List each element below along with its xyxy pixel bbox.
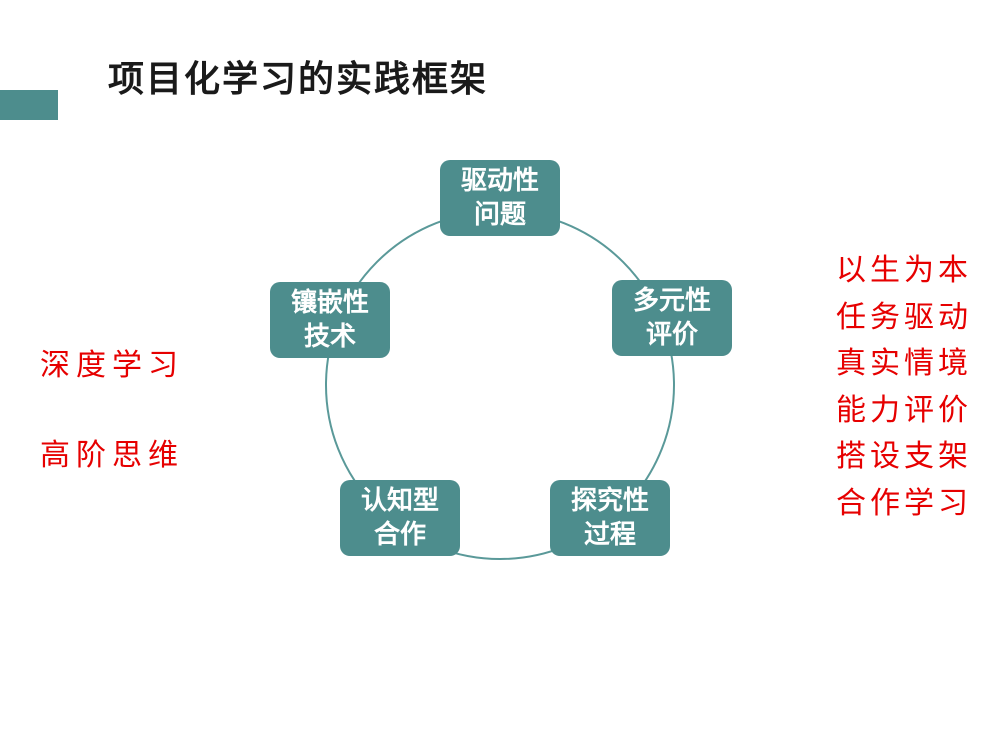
cycle-diagram: 驱动性 问题多元性 评价探究性 过程 认知型 合作 镶嵌性 技术 [260, 160, 740, 640]
right-annotation-1: 任务驱动 [836, 295, 972, 342]
right-annotation-4: 搭设支架 [836, 434, 972, 481]
right-annotation-5: 合作学习 [836, 481, 972, 528]
right-annotation-3: 能力评价 [836, 388, 972, 435]
right-annotations: 以生为本任务驱动真实情境能力评价搭设支架合作学习 [836, 248, 972, 527]
left-annotation-0: 深度学习 [40, 340, 184, 384]
cycle-node-1: 多元性 评价 [612, 280, 732, 356]
right-annotation-0: 以生为本 [836, 248, 972, 295]
left-annotation-1: 高阶思维 [40, 430, 184, 474]
cycle-node-2: 探究性 过程 [550, 480, 670, 556]
page-title: 项目化学习的实践框架 [108, 50, 488, 102]
cycle-node-0: 驱动性 问题 [440, 160, 560, 236]
accent-bar [0, 90, 58, 120]
right-annotation-2: 真实情境 [836, 341, 972, 388]
cycle-node-3: 认知型 合作 [340, 480, 460, 556]
cycle-node-4: 镶嵌性 技术 [270, 282, 390, 358]
